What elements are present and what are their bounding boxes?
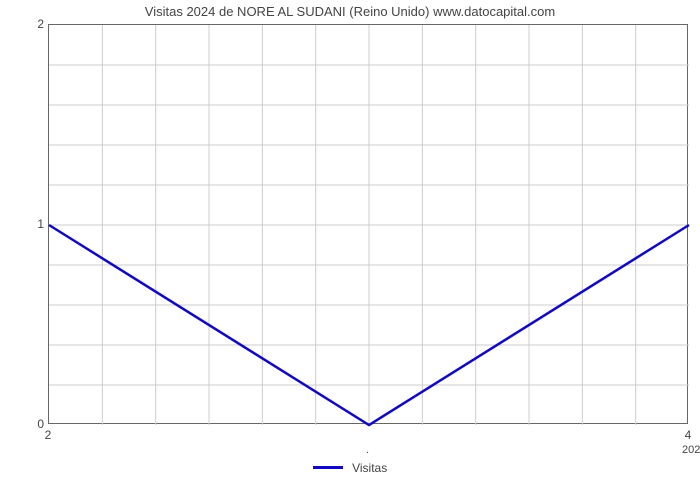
plot-area <box>48 24 688 424</box>
legend-swatch <box>313 466 343 469</box>
y-tick-label: 1 <box>28 217 44 231</box>
legend-label: Visitas <box>352 461 387 475</box>
x-axis-secondary-mid: . <box>366 444 369 456</box>
visits-chart: Visitas 2024 de NORE AL SUDANI (Reino Un… <box>0 0 700 500</box>
legend: Visitas <box>0 460 700 475</box>
x-tick-label: 2 <box>45 428 52 442</box>
y-tick-label: 2 <box>28 17 44 31</box>
chart-title: Visitas 2024 de NORE AL SUDANI (Reino Un… <box>0 4 700 19</box>
x-tick-label: 4 <box>685 428 692 442</box>
y-tick-label: 0 <box>28 417 44 431</box>
grid-and-series <box>49 25 687 423</box>
x-axis-secondary-label: 202 <box>682 444 700 456</box>
